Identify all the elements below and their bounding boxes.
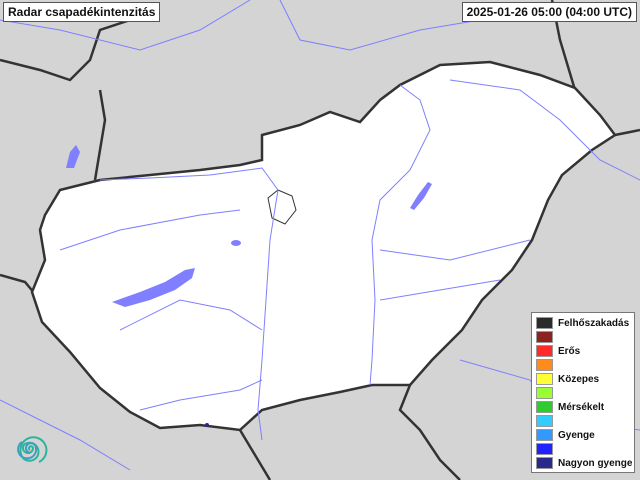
legend-label: Erős xyxy=(558,345,581,357)
legend-swatch xyxy=(536,457,553,469)
legend-item: Közepes xyxy=(536,372,634,386)
legend-swatch xyxy=(536,443,553,455)
legend-item xyxy=(536,414,634,428)
legend-swatch xyxy=(536,359,553,371)
river-tisza xyxy=(369,84,431,386)
lake-velence xyxy=(231,240,241,246)
legend-swatch xyxy=(536,429,553,441)
legend-item xyxy=(536,330,634,344)
radar-echo xyxy=(205,423,209,427)
river-danube xyxy=(99,167,279,441)
legend-label: Mérsékelt xyxy=(558,401,605,413)
lake-neusiedl xyxy=(66,145,80,168)
river xyxy=(379,239,531,261)
legend-swatch xyxy=(536,373,553,385)
border-line xyxy=(238,429,272,480)
legend-item xyxy=(536,386,634,400)
legend-swatch xyxy=(536,317,553,329)
legend-swatch xyxy=(536,387,553,399)
legend-label: Gyenge xyxy=(558,429,595,441)
legend-swatch xyxy=(536,345,553,357)
legend-item: Erős xyxy=(536,344,634,358)
border-line xyxy=(398,384,461,480)
legend-item: Nagyon gyenge xyxy=(536,456,634,470)
border-line xyxy=(614,128,640,137)
legend-item xyxy=(536,358,634,372)
river xyxy=(449,79,640,181)
river xyxy=(379,279,501,301)
legend-swatch xyxy=(536,415,553,427)
legend-swatch xyxy=(536,401,553,413)
legend-swatch xyxy=(536,331,553,343)
map-title: Radar csapadékintenzitás xyxy=(3,2,161,22)
river xyxy=(139,379,263,411)
legend: Felhőszakadás Erős Közepes Mérsékelt Gyenge N… xyxy=(531,312,635,473)
legend-item xyxy=(536,442,634,456)
river xyxy=(59,209,241,251)
legend-label: Közepes xyxy=(558,373,600,385)
spiral-logo-icon xyxy=(17,436,48,463)
lake-balaton xyxy=(112,268,195,307)
river xyxy=(0,0,251,51)
legend-item: Gyenge xyxy=(536,428,634,442)
legend-label: Nagyon gyenge xyxy=(558,457,633,469)
timestamp: 2025-01-26 05:00 (04:00 UTC) xyxy=(461,2,637,22)
lake-tisza xyxy=(410,182,432,210)
border-line xyxy=(93,89,107,181)
legend-label: Felhőszakadás xyxy=(558,317,630,329)
river xyxy=(279,0,481,51)
legend-item: Felhőszakadás xyxy=(536,316,634,330)
legend-item: Mérsékelt xyxy=(536,400,634,414)
hungary-land xyxy=(30,60,617,432)
river xyxy=(0,399,131,471)
river xyxy=(119,299,263,331)
